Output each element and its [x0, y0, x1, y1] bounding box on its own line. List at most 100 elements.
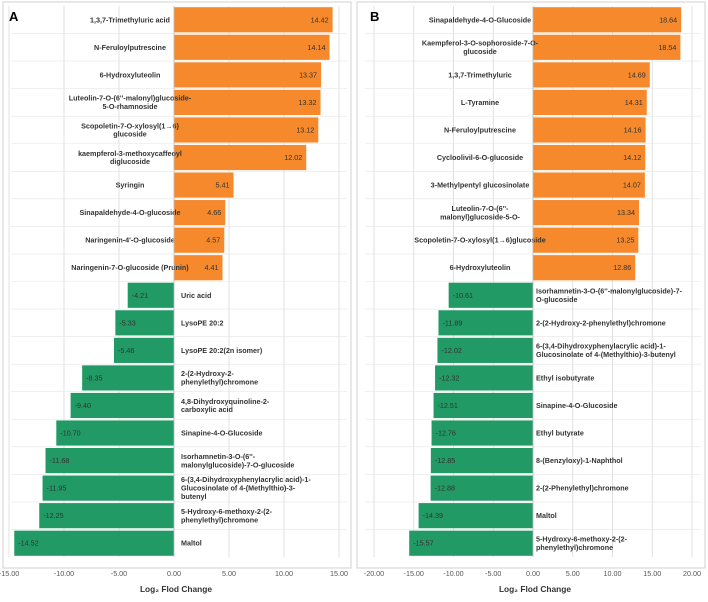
- chart-panel-b: -20.00 -15.00 -10.00 -5.00 0.00 5.00 10.00 15.0…: [356, 1, 706, 594]
- bar-value-label: 13.12: [296, 125, 314, 134]
- category-label-line: kaempferol-3-methoxycaffeoyl: [78, 149, 182, 158]
- category-label: Sinapine-4-O-Glucoside: [181, 429, 262, 438]
- bar-value-label: 12.86: [613, 263, 631, 272]
- bar-value-label: -11.89: [442, 318, 462, 327]
- category-label: Uric acid: [181, 291, 211, 300]
- category-label-line: diglucoside: [110, 157, 150, 166]
- category-label-line: phenylethyl)chromone: [181, 515, 258, 524]
- category-label: Maltol: [181, 539, 202, 548]
- bar-value-label: -4.21: [132, 291, 148, 300]
- category-label-line: LysoPE 20:2: [181, 318, 223, 327]
- bar-value-label: -5.33: [119, 318, 135, 327]
- category-label: 6-(3,4-Dihydroxyphenylacrylic acid)-1-Gl…: [536, 342, 676, 359]
- category-label: Cycloolivil-6-O-glucoside: [437, 153, 523, 162]
- bar: [533, 117, 646, 143]
- x-tick-label: -15.00: [0, 569, 19, 578]
- category-label-line: 5-Hydroxy-6-methoxy-2-(2-: [181, 507, 273, 516]
- category-label: 2-(2-Hydroxy-2-phenylethyl)chromone: [536, 318, 666, 327]
- bar-value-label: 13.34: [617, 208, 635, 217]
- bar: [45, 448, 174, 474]
- bar: [174, 34, 330, 60]
- bar-value-label: 14.12: [623, 153, 641, 162]
- bar: [174, 89, 321, 115]
- x-tick-label: 0.00: [526, 569, 540, 578]
- bar-value-label: 4.41: [205, 263, 219, 272]
- bar: [56, 420, 174, 446]
- category-label-line: 3-Methylpentyl glucosinolate: [431, 181, 530, 190]
- bar: [418, 503, 533, 529]
- category-label: 2-(2-Hydroxy-2-phenylethyl)chromone: [181, 369, 258, 386]
- category-label-line: Sinapine-4-O-Glucoside: [181, 429, 262, 438]
- bar-value-label: 14.16: [624, 125, 642, 134]
- bar-value-label: -10.61: [453, 291, 473, 300]
- bar: [174, 200, 226, 226]
- bar: [174, 255, 223, 281]
- category-label-line: Isorhamnetin-3-O-(6''-malonylglucoside)-…: [536, 287, 683, 296]
- category-label-line: 2-(2-Phenylethyl)chromone: [536, 484, 629, 493]
- category-label: 8-(Benzyloxy)-1-Naphthol: [536, 456, 623, 465]
- x-tick-label: -20.00: [364, 569, 384, 578]
- bar-value-label: 13.32: [299, 98, 317, 107]
- bar: [448, 282, 533, 308]
- category-label-line: 6-(3,4-Dihydroxyphenylacrylic acid)-1-: [181, 475, 311, 484]
- category-label-line: 1,3,7-Trimethyluric: [448, 70, 512, 79]
- category-label-line: Kaempferol-3-O-sophoroside-7-O-: [422, 39, 539, 48]
- category-label: Syringin: [116, 181, 145, 190]
- x-axis-title: Log₂ Flod Change: [499, 584, 571, 594]
- bar-value-label: 13.25: [616, 236, 634, 245]
- category-label: Kaempferol-3-O-sophoroside-7-O-glucoside: [422, 39, 539, 56]
- category-label-line: Cycloolivil-6-O-glucoside: [437, 153, 523, 162]
- category-label: Isorhamnetin-3-O-(6''-malonylglucoside)-…: [181, 452, 294, 469]
- bar-value-label: -12.02: [441, 346, 461, 355]
- category-label: Luteolin-7-O-(6''-malonyl)glucoside-5-O-: [440, 204, 520, 221]
- bar: [174, 62, 322, 88]
- bar-value-label: 14.42: [311, 15, 329, 24]
- category-label-line: 6-Hydroxyluteolin: [100, 70, 161, 79]
- bar: [533, 89, 647, 115]
- panel-frame: [356, 1, 706, 569]
- panel-frame: [2, 1, 352, 569]
- category-label-line: Isorhamnetin-3-O-(6''-: [181, 452, 256, 461]
- category-label: N-Feruloylputrescine: [444, 125, 516, 134]
- category-label: 1,3,7-Trimethyluric: [448, 70, 512, 79]
- category-label-line: Ethyl isobutyrate: [536, 373, 594, 382]
- category-label: L-Tyramine: [461, 98, 499, 107]
- bar: [127, 282, 174, 308]
- bar: [438, 310, 533, 336]
- bar: [533, 34, 681, 60]
- category-label-line: carboxylic acid: [181, 405, 233, 414]
- category-label: N-Feruloylputrescine: [94, 43, 166, 52]
- bar: [39, 503, 174, 529]
- bar: [174, 172, 234, 198]
- bar: [533, 144, 646, 171]
- bar-value-label: 12.02: [284, 153, 302, 162]
- category-label-line: Maltol: [181, 539, 202, 548]
- bar-value-label: 13.37: [299, 70, 317, 79]
- category-label-line: Sinapaldehyde-4-O-Glucoside: [429, 15, 531, 24]
- category-label: 6-(3,4-Dihydroxyphenylacrylic acid)-1-Gl…: [181, 475, 311, 501]
- category-label: Ethyl butyrate: [536, 429, 584, 438]
- bar: [435, 365, 533, 391]
- panel-label: B: [370, 9, 379, 24]
- category-label: 4,8-Dihydroxyquinoline-2-carboxylic acid: [181, 397, 270, 414]
- x-axis-title: Log₂ Flod Change: [140, 584, 212, 594]
- x-tick-label: 15.00: [330, 569, 348, 578]
- bar-value-label: 4.66: [207, 208, 221, 217]
- category-label-line: Maltol: [536, 511, 557, 520]
- x-tick-label: -10.00: [54, 569, 74, 578]
- bar: [533, 227, 639, 253]
- category-label-line: 6-Hydroxyluteolin: [450, 263, 511, 272]
- category-label: Sinapaldehyde-4-O-glucoside: [79, 208, 180, 217]
- category-label-line: L-Tyramine: [461, 98, 499, 107]
- category-label-line: 2-(2-Hydroxy-2-phenylethyl)chromone: [536, 318, 666, 327]
- category-label: Naringenin-4'-O-glucoside: [85, 236, 175, 245]
- category-label-line: phenylethyl)chromone: [536, 543, 613, 552]
- category-label: 5-Hydroxy-6-methoxy-2-(2-phenylethyl)chr…: [536, 535, 628, 552]
- bar: [42, 475, 174, 501]
- category-label: Sinapine-4-O-Glucoside: [536, 401, 617, 410]
- bar: [174, 117, 319, 143]
- category-label-line: glucoside: [463, 47, 497, 56]
- bar-value-label: 5.41: [216, 181, 230, 190]
- bar-value-label: -12.25: [43, 511, 63, 520]
- bar-value-label: 18.64: [659, 15, 677, 24]
